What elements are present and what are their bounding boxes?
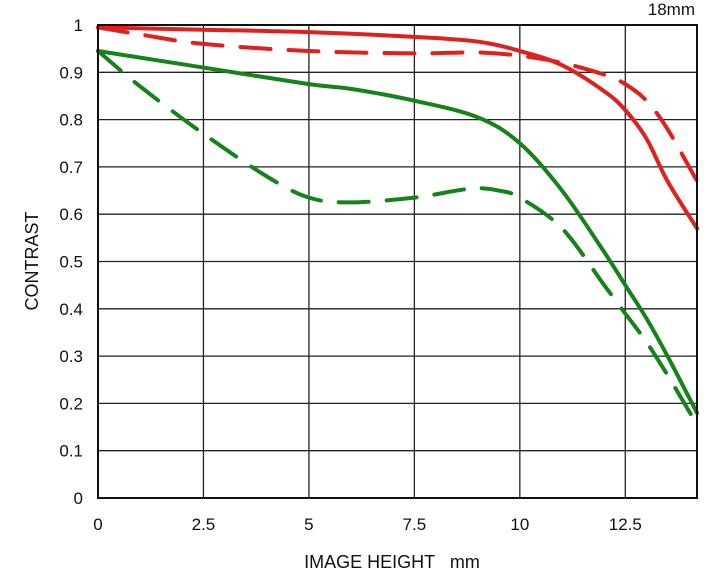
y-tick-label: 0.6: [59, 205, 83, 224]
tick-labels: 0 2.5 5 7.5 10 12.5 0 0.1 0.2 0.3 0.4 0.5 0.6 0.7 0.8 0…: [59, 16, 641, 534]
x-tick-label: 2.5: [192, 515, 216, 534]
x-tick-label: 7.5: [403, 515, 427, 534]
y-tick-label: 0.7: [59, 158, 83, 177]
x-tick-label: 12.5: [609, 515, 642, 534]
y-tick-label: 0.5: [59, 253, 83, 272]
plot-frame: [97, 24, 698, 499]
x-axis-label: IMAGE HEIGHT mm: [304, 552, 480, 570]
y-tick-label: 0.3: [59, 347, 83, 366]
series-line-green-solid: [96, 49, 699, 415]
x-tick-label: 10: [510, 515, 529, 534]
x-tick-label: 5: [304, 515, 313, 534]
series-line-red-solid: [96, 25, 699, 231]
y-tick-label: 0.9: [59, 63, 83, 82]
chart-title: 18mm: [648, 0, 695, 19]
y-tick-label: 0: [74, 489, 83, 508]
x-tick-label: 0: [93, 515, 102, 534]
series-line-green-dashed: [96, 49, 699, 427]
series-lines: [96, 25, 699, 427]
y-tick-label: 0.4: [59, 300, 83, 319]
y-axis-label: CONTRAST: [22, 211, 42, 310]
y-tick-label: 0.2: [59, 394, 83, 413]
y-tick-label: 0.1: [59, 442, 83, 461]
y-tick-label: 0.8: [59, 111, 83, 130]
y-tick-label: 1: [74, 16, 83, 35]
series-line-red-dashed: [96, 25, 699, 184]
